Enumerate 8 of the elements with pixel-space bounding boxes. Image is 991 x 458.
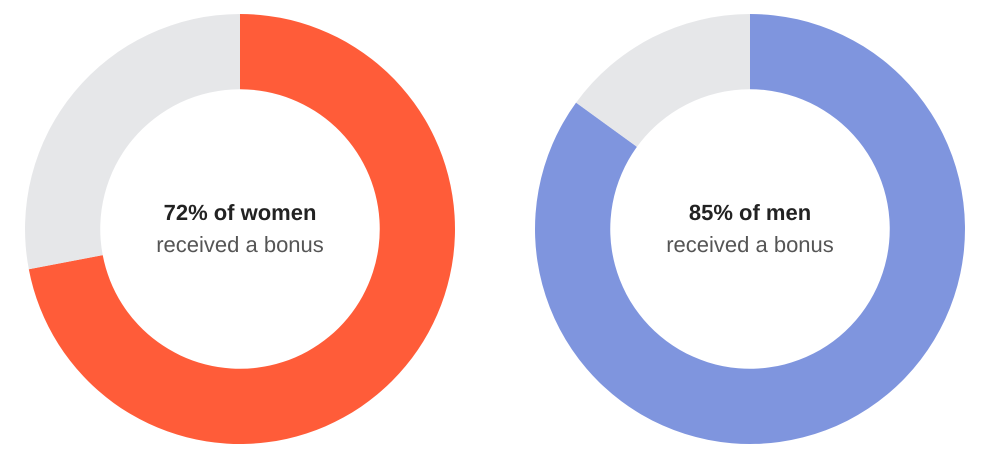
- text: 72% of women: [164, 200, 316, 225]
- donut-slice: [576, 14, 750, 147]
- donut-slice: [25, 14, 240, 270]
- donut-slice: [28, 14, 455, 444]
- donut-slice: [535, 14, 965, 444]
- text: 85% of men: [688, 200, 812, 225]
- text: received a bonus: [156, 232, 324, 257]
- text: received a bonus: [666, 232, 834, 257]
